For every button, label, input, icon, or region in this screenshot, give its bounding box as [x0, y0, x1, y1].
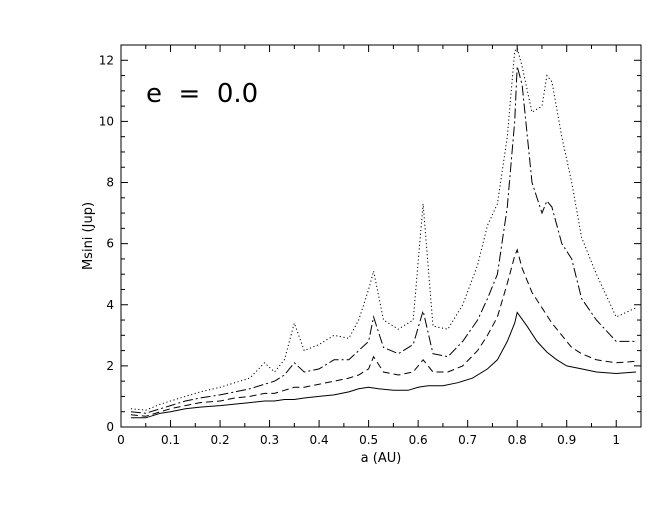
y-tick-label: 8	[106, 176, 114, 190]
series-line-dash-dot	[130, 66, 636, 414]
x-axis-label: a (AU)	[361, 451, 402, 466]
y-tick-label: 12	[99, 53, 114, 67]
x-tick-label: 0	[117, 433, 125, 447]
x-tick-label: 0.5	[359, 433, 378, 447]
series-line-solid	[130, 311, 637, 419]
series-layer	[130, 47, 637, 419]
series-line-dashed	[130, 248, 637, 417]
x-tick-label: 0.7	[458, 433, 477, 447]
x-tick-label: 0.3	[260, 433, 279, 447]
y-tick-label: 6	[106, 237, 114, 251]
y-tick-label: 4	[106, 298, 114, 312]
y-tick-label: 0	[106, 420, 114, 434]
y-tick-label: 10	[99, 114, 114, 128]
x-tick-label: 0.6	[409, 433, 428, 447]
x-tick-label: 1	[612, 433, 620, 447]
x-tick-label: 0.1	[161, 433, 180, 447]
y-axis-label: Msini (Jup)	[81, 202, 96, 270]
x-tick-label: 0.8	[508, 433, 527, 447]
eccentricity-annotation: e = 0.0	[146, 79, 258, 109]
plot-frame	[120, 44, 642, 428]
x-ticks: 0 0.1 0.2 0.3 0.4 0.5 0.6 0.7 0.8 0.9 1	[117, 45, 642, 447]
x-tick-label: 0.4	[310, 433, 329, 447]
x-tick-label: 0.2	[211, 433, 230, 447]
y-ticks: 0 2 4 6 8 10 12	[99, 44, 641, 434]
y-tick-label: 2	[106, 359, 114, 373]
x-tick-label: 0.9	[557, 433, 576, 447]
